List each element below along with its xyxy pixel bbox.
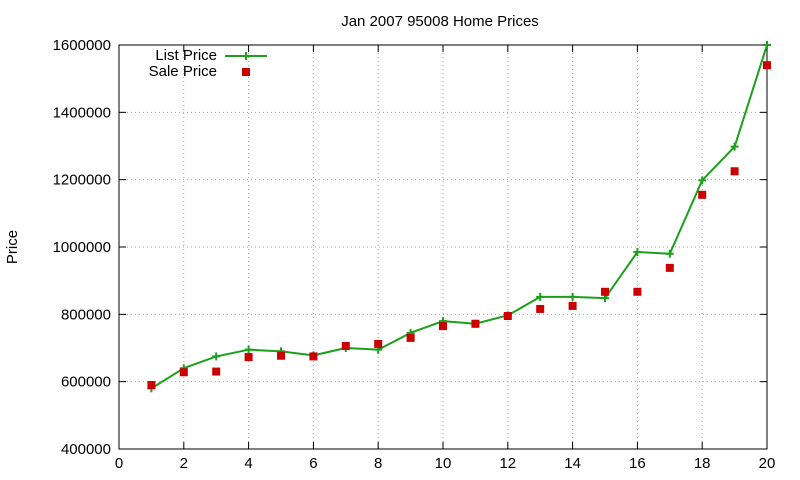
sale-price-point (633, 287, 642, 296)
y-axis-label: Price (4, 230, 21, 264)
sale-price-point (309, 352, 318, 361)
legend-label-list-price: List Price (155, 47, 217, 64)
chart-title: Jan 2007 95008 Home Prices (341, 13, 539, 30)
x-tick-label: 4 (244, 455, 252, 472)
y-tick-label: 400000 (61, 441, 111, 458)
grid-lines (119, 45, 767, 449)
sale-price-point (536, 304, 545, 313)
sale-price-point (406, 333, 415, 342)
x-tick-label: 16 (629, 455, 646, 472)
y-tick-label: 600000 (61, 374, 111, 391)
sale-price-point (147, 381, 156, 390)
x-tick-label: 12 (499, 455, 516, 472)
list-price-point (763, 41, 771, 49)
sale-price-point (277, 351, 285, 360)
sale-price-point (244, 353, 253, 362)
y-tick-label: 1200000 (53, 172, 111, 189)
list-price-point (633, 248, 642, 257)
x-tick-label: 20 (759, 455, 776, 472)
sale-price-point (730, 167, 739, 176)
legend-sample-list-price-marker (242, 52, 250, 60)
sale-price-point (665, 263, 674, 272)
list-price-point (212, 352, 221, 361)
sale-price-point (601, 287, 609, 296)
x-tick-label: 2 (180, 455, 188, 472)
x-tick-label: 18 (694, 455, 711, 472)
legend-sample-sale-price-marker (242, 68, 250, 76)
x-tick-label: 6 (309, 455, 317, 472)
sale-price-point (568, 301, 577, 310)
legend-label-sale-price: Sale Price (149, 63, 217, 80)
sale-price-point (212, 367, 221, 376)
list-price-point (244, 345, 253, 354)
y-tick-label: 1400000 (53, 104, 111, 121)
list-price-point (698, 176, 707, 185)
legend: List Price Sale Price (149, 47, 267, 80)
list-price-point (536, 292, 545, 301)
x-tick-label: 10 (435, 455, 452, 472)
sale-price-point (471, 319, 480, 328)
sale-price-point (374, 339, 383, 348)
sale-price-point (439, 322, 447, 331)
list-price-line (150, 44, 768, 390)
list-price-point (730, 142, 739, 151)
sale-price-point (503, 312, 512, 321)
x-tick-label: 8 (374, 455, 382, 472)
list-price-point (665, 249, 674, 258)
sale-price-point (763, 61, 771, 70)
x-tick-label: 14 (564, 455, 581, 472)
list-price-point (568, 292, 577, 301)
sale-price-point (698, 190, 707, 199)
sale-price-point (179, 368, 188, 377)
axis-ticks: 0 2 4 6 8 10 12 14 16 18 20 400000 600000 800000 10000… (53, 37, 776, 472)
sale-price-point (341, 341, 350, 350)
y-tick-label: 800000 (61, 306, 111, 323)
series-layer (147, 41, 771, 393)
y-tick-label: 1000000 (53, 239, 111, 256)
y-tick-label: 1600000 (53, 37, 111, 54)
x-tick-label: 0 (115, 455, 123, 472)
